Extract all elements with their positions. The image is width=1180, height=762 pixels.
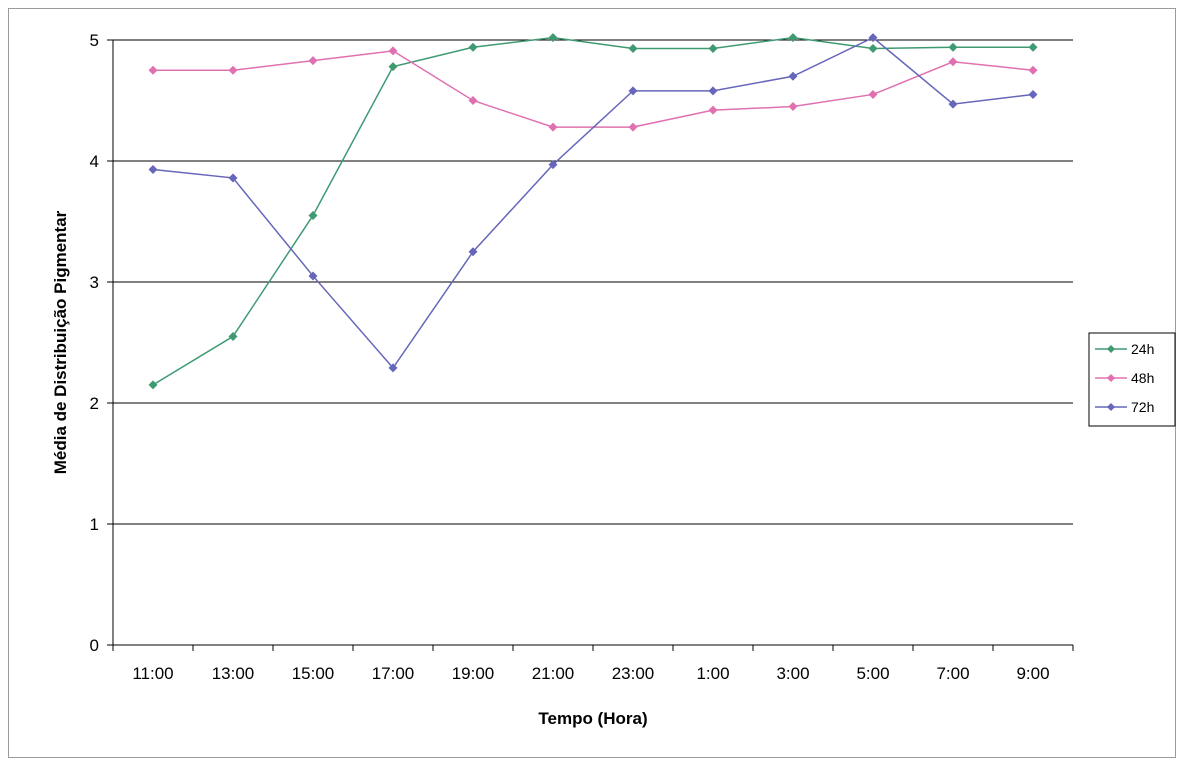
data-point bbox=[868, 43, 878, 53]
x-axis-title: Tempo (Hora) bbox=[538, 709, 647, 728]
data-point bbox=[468, 42, 478, 52]
x-tick-label: 23:00 bbox=[612, 664, 655, 683]
data-point bbox=[948, 42, 958, 52]
legend-swatch-marker bbox=[1107, 403, 1115, 411]
series-48h bbox=[148, 46, 1038, 132]
data-point bbox=[788, 33, 798, 43]
x-tick-label: 19:00 bbox=[452, 664, 495, 683]
data-point bbox=[228, 173, 238, 183]
y-tick-label: 0 bbox=[90, 636, 99, 655]
legend-label: 72h bbox=[1131, 399, 1154, 415]
y-tick-label: 2 bbox=[90, 394, 99, 413]
y-tick-label: 1 bbox=[90, 515, 99, 534]
series-line bbox=[153, 50, 1034, 128]
x-tick-label: 3:00 bbox=[776, 664, 809, 683]
data-point bbox=[308, 56, 318, 66]
data-point bbox=[308, 271, 318, 281]
y-tick-label: 3 bbox=[90, 273, 99, 292]
data-point bbox=[388, 62, 398, 72]
series-72h bbox=[148, 33, 1038, 373]
data-point bbox=[148, 380, 158, 390]
x-tick-label: 13:00 bbox=[212, 664, 255, 683]
x-tick-label: 21:00 bbox=[532, 664, 575, 683]
x-tick-label: 1:00 bbox=[696, 664, 729, 683]
data-point bbox=[708, 86, 718, 96]
x-tick-label: 17:00 bbox=[372, 664, 415, 683]
data-point bbox=[548, 33, 558, 43]
x-tick-label: 9:00 bbox=[1016, 664, 1049, 683]
legend-item-24h: 24h bbox=[1095, 341, 1154, 357]
y-tick-label: 5 bbox=[90, 31, 99, 50]
data-point bbox=[468, 247, 478, 257]
legend-label: 24h bbox=[1131, 341, 1154, 357]
x-tick-label: 11:00 bbox=[132, 664, 173, 683]
data-point bbox=[388, 363, 398, 373]
y-tick-label: 4 bbox=[90, 152, 99, 171]
legend-swatch-marker bbox=[1107, 345, 1115, 353]
data-point bbox=[548, 122, 558, 132]
data-point bbox=[308, 210, 318, 220]
series-line bbox=[152, 36, 1034, 370]
legend-item-72h: 72h bbox=[1095, 399, 1154, 415]
data-point bbox=[468, 96, 478, 105]
data-point bbox=[228, 65, 238, 75]
data-point bbox=[388, 46, 398, 56]
data-point bbox=[948, 57, 958, 67]
chart-frame bbox=[8, 8, 1176, 758]
x-tick-label: 15:00 bbox=[292, 664, 335, 683]
data-point bbox=[628, 43, 638, 53]
data-point bbox=[788, 102, 798, 112]
legend-item-48h: 48h bbox=[1095, 370, 1154, 386]
data-point bbox=[788, 71, 798, 81]
data-point bbox=[148, 164, 158, 174]
data-point bbox=[628, 86, 638, 96]
data-point bbox=[1028, 65, 1038, 75]
data-point bbox=[148, 65, 158, 75]
y-axis-title: Média de Distribuição Pigmentar bbox=[51, 210, 70, 474]
data-point bbox=[1028, 89, 1038, 99]
legend-label: 48h bbox=[1131, 370, 1154, 386]
series-24h bbox=[148, 33, 1038, 390]
x-tick-labels: 11:00 13:00 15:00 17:00 19:00 21:00 23:00 1:00 3… bbox=[132, 664, 1049, 683]
data-point bbox=[868, 89, 878, 99]
x-tick-label: 5:00 bbox=[856, 664, 889, 683]
data-point bbox=[548, 160, 558, 170]
data-point bbox=[228, 331, 238, 341]
data-point bbox=[708, 43, 718, 53]
gridlines bbox=[113, 39, 1073, 525]
data-point bbox=[708, 105, 718, 115]
data-point bbox=[868, 33, 878, 43]
legend: 24h 48h 72h bbox=[1088, 332, 1176, 427]
data-point bbox=[948, 99, 958, 109]
series-line bbox=[152, 36, 1033, 386]
y-tick-labels: 0 1 2 3 4 5 bbox=[90, 31, 99, 655]
data-point bbox=[1028, 42, 1038, 52]
series-layer bbox=[148, 33, 1038, 390]
axes bbox=[107, 39, 1074, 651]
x-tick-label: 7:00 bbox=[936, 664, 969, 683]
data-point bbox=[628, 122, 638, 132]
legend-swatch-marker bbox=[1107, 374, 1115, 382]
